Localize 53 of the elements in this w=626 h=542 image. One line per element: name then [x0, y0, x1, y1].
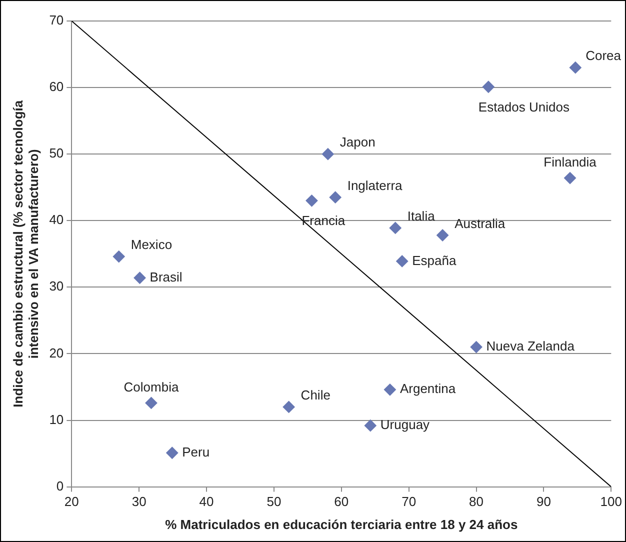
y-tick-label: 70: [49, 12, 64, 28]
x-tick-label: 40: [199, 494, 214, 510]
y-tick-label: 0: [56, 478, 64, 494]
point: [436, 229, 449, 242]
point: [134, 272, 146, 284]
x-axis-title: % Matriculados en educación terciaria entre 18 y 24 años: [165, 516, 518, 532]
point: [470, 341, 482, 354]
point: [564, 172, 576, 184]
annotation: Japon: [340, 134, 376, 150]
annotation: Corea: [586, 48, 622, 64]
point: [329, 191, 342, 204]
x-tick-label: 90: [536, 494, 551, 510]
y-tick-label: 20: [49, 345, 64, 360]
point: [306, 194, 318, 207]
annotation: Finlandia: [544, 154, 598, 170]
annotation: Estados Unidos: [478, 99, 570, 114]
y-tick-label: 30: [49, 278, 64, 294]
annotation: Chile: [300, 388, 330, 403]
x-tick-label: 30: [132, 494, 146, 510]
annotation: Nueva Zelanda: [486, 338, 576, 354]
annotation: Australia: [454, 216, 506, 231]
point: [166, 446, 178, 459]
annotation: Colombia: [124, 380, 180, 395]
x-tick-label: 20: [64, 494, 79, 510]
x-tick-label: 50: [266, 494, 282, 510]
y-tick-label: 50: [49, 146, 64, 161]
point: [569, 62, 582, 74]
point: [145, 396, 158, 409]
annotation: Inglaterra: [347, 178, 404, 193]
annotation: Peru: [182, 444, 210, 460]
annotation: Francia: [302, 213, 346, 228]
y-axis-title: Indice de cambio estructural (% sector tecnología intensivo en el VA manufacturero): [10, 100, 41, 408]
x-tick-label: 80: [469, 494, 484, 510]
x-tick-label: 70: [402, 494, 416, 510]
point: [322, 148, 334, 160]
point: [396, 255, 408, 268]
x-tick-label: 100: [600, 494, 622, 510]
annotation: España: [412, 252, 457, 268]
annotation: Brasil: [150, 269, 182, 284]
point: [112, 250, 125, 263]
point: [384, 384, 396, 396]
annotation: Argentina: [400, 381, 456, 396]
point: [389, 222, 402, 234]
annotation: Mexico: [130, 237, 172, 252]
y-tick-label: 60: [49, 79, 64, 94]
point: [364, 420, 376, 432]
point: [482, 80, 494, 93]
annotation: Italia: [407, 208, 436, 224]
annotation: Uruguay: [380, 417, 430, 432]
x-tick-label: 60: [334, 494, 349, 510]
y-tick-label: 10: [49, 412, 64, 427]
y-tick-label: 40: [49, 212, 64, 228]
point: [282, 400, 295, 413]
